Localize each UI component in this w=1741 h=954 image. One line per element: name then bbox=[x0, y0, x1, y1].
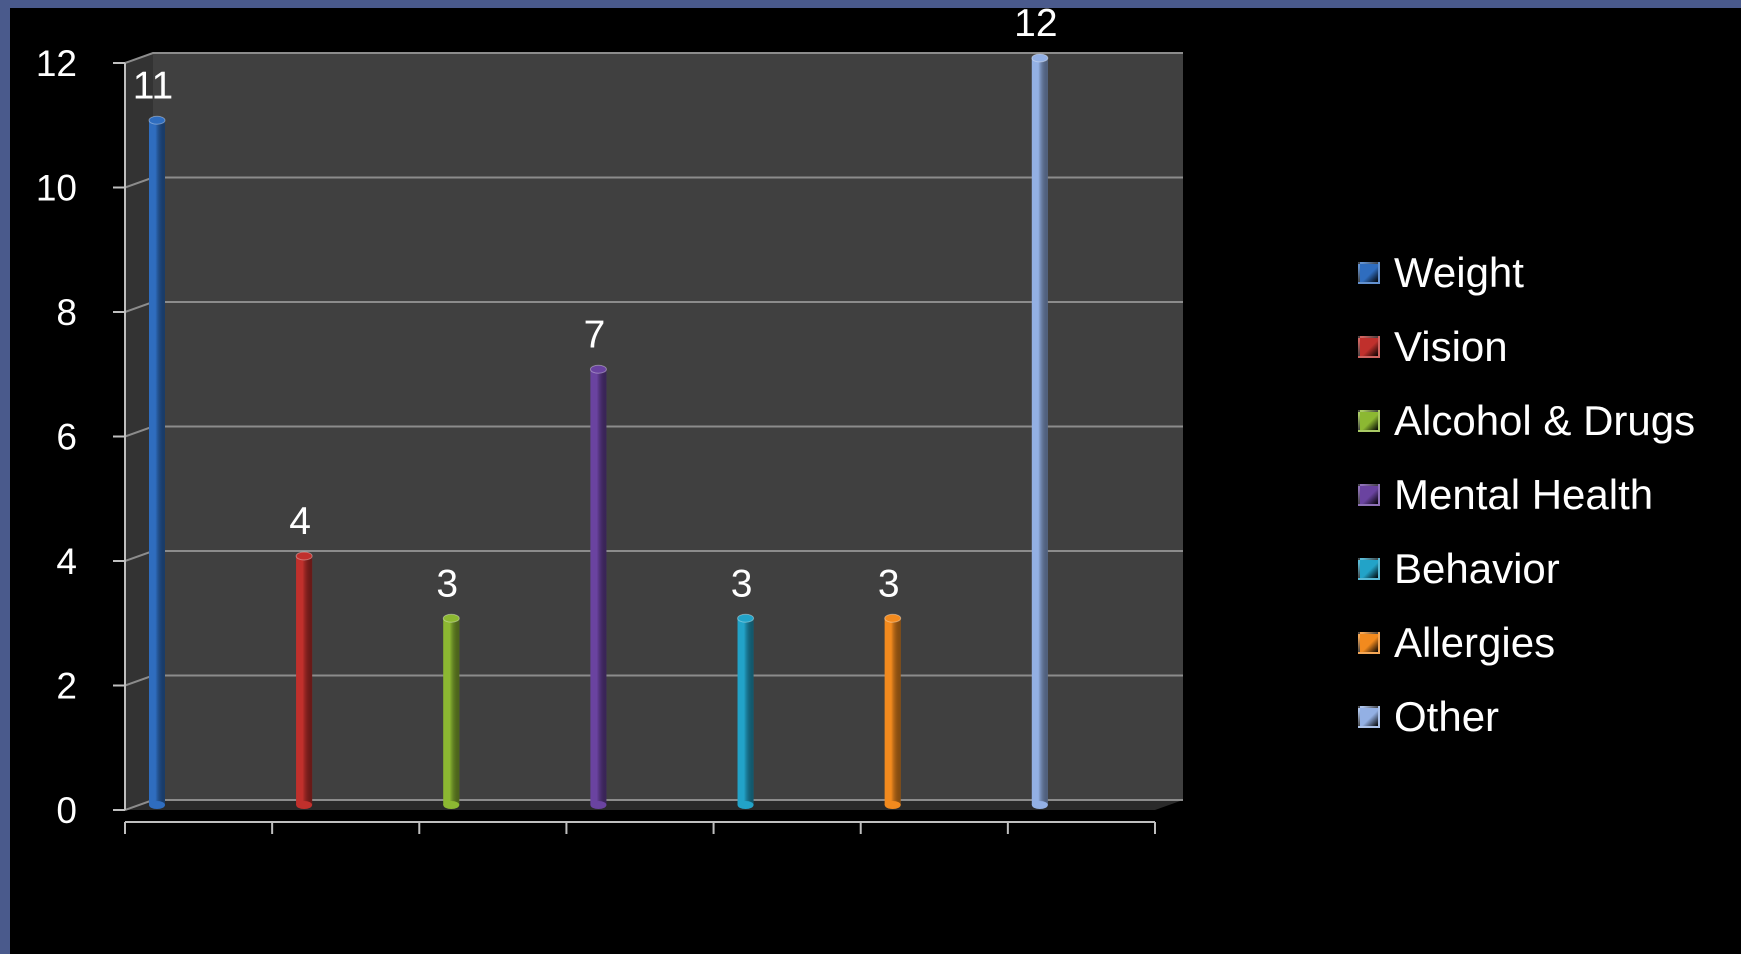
bar-mental-health bbox=[589, 364, 607, 809]
data-label: 7 bbox=[584, 313, 606, 356]
bar-shading bbox=[296, 556, 313, 805]
bar-cap bbox=[148, 115, 166, 125]
bar-shading bbox=[149, 120, 165, 805]
legend-label: Vision bbox=[1394, 323, 1508, 370]
data-label: 3 bbox=[731, 562, 753, 605]
bar-shading bbox=[737, 618, 754, 805]
y-axis-ticks: 0 2 4 6 8 10 12 bbox=[36, 43, 125, 831]
legend-swatch bbox=[1358, 632, 1380, 654]
legend-item: Mental Health bbox=[1358, 458, 1695, 532]
legend-swatch bbox=[1358, 336, 1380, 358]
bar-shading bbox=[590, 369, 607, 805]
bar-vision bbox=[295, 551, 313, 809]
bar-behavior bbox=[737, 613, 755, 809]
y-tick-label: 0 bbox=[56, 790, 77, 831]
bar-alcohol-drugs bbox=[442, 613, 460, 809]
bar-base bbox=[149, 801, 165, 809]
data-labels: 11 4 3 7 3 3 12 bbox=[133, 8, 1058, 605]
bar-cap bbox=[589, 364, 607, 374]
data-label: 11 bbox=[133, 64, 174, 107]
legend-label: Alcohol & Drugs bbox=[1394, 397, 1696, 444]
bar-chart: 0 2 4 6 8 10 12 11 4 3 7 3 3 12 bbox=[36, 8, 1183, 834]
legend-item: Weight bbox=[1358, 236, 1695, 310]
y-tick-label: 10 bbox=[36, 168, 77, 209]
y-tick-label: 4 bbox=[56, 541, 77, 582]
bar-allergies bbox=[884, 613, 902, 809]
chart-frame: 0 2 4 6 8 10 12 11 4 3 7 3 3 12 Weight Vision Alcohol … bbox=[10, 8, 1741, 954]
bar-other bbox=[1031, 53, 1049, 809]
legend-item: Vision bbox=[1358, 310, 1695, 384]
legend-label: Allergies bbox=[1394, 619, 1556, 666]
data-label: 3 bbox=[436, 562, 458, 605]
bar-cap bbox=[295, 551, 313, 561]
bar-cap bbox=[442, 613, 460, 623]
y-tick-label: 2 bbox=[56, 666, 77, 707]
legend-label: Mental Health bbox=[1394, 471, 1654, 518]
legend-label: Weight bbox=[1394, 249, 1524, 296]
bar-shading bbox=[884, 618, 901, 805]
legend-swatch bbox=[1358, 706, 1380, 728]
bar-shading bbox=[443, 618, 460, 805]
bars bbox=[148, 53, 1049, 809]
bar-base bbox=[590, 801, 607, 809]
legend-item: Behavior bbox=[1358, 532, 1695, 606]
plot-background bbox=[125, 53, 1183, 810]
legend-swatch bbox=[1358, 558, 1380, 580]
legend-swatch bbox=[1358, 484, 1380, 506]
bar-base bbox=[737, 801, 754, 809]
legend: Weight Vision Alcohol & Drugs Mental Health… bbox=[1358, 236, 1695, 754]
legend-swatch bbox=[1358, 410, 1380, 432]
bar-base bbox=[296, 801, 313, 809]
bar-base bbox=[443, 801, 460, 809]
y-tick-label: 8 bbox=[56, 292, 77, 333]
bar-weight bbox=[148, 115, 166, 809]
y-tick-label: 12 bbox=[36, 43, 77, 84]
bar-base bbox=[884, 801, 901, 809]
legend-swatch bbox=[1358, 262, 1380, 284]
legend-label: Behavior bbox=[1394, 545, 1560, 592]
data-label: 4 bbox=[289, 500, 311, 543]
bar-shading bbox=[1031, 58, 1048, 805]
y-tick-label: 6 bbox=[56, 417, 77, 458]
gridline bbox=[124, 52, 1183, 64]
plot-floor bbox=[125, 800, 1183, 810]
data-label: 12 bbox=[1014, 8, 1057, 45]
bar-cap bbox=[884, 613, 902, 623]
legend-item: Allergies bbox=[1358, 606, 1695, 680]
bar-cap bbox=[737, 613, 755, 623]
bar-cap bbox=[1031, 53, 1049, 63]
data-label: 3 bbox=[878, 562, 900, 605]
bar-base bbox=[1031, 801, 1048, 809]
legend-item: Other bbox=[1358, 680, 1695, 754]
legend-item: Alcohol & Drugs bbox=[1358, 384, 1695, 458]
legend-label: Other bbox=[1394, 693, 1500, 740]
